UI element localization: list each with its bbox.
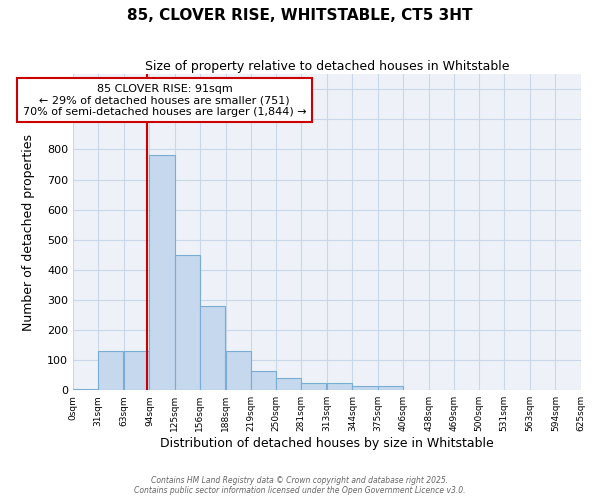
Bar [200, 306, 225, 390]
Bar [352, 386, 377, 390]
Bar [251, 370, 276, 390]
Title: Size of property relative to detached houses in Whitstable: Size of property relative to detached ho… [145, 60, 509, 73]
Text: Contains HM Land Registry data © Crown copyright and database right 2025.
Contai: Contains HM Land Registry data © Crown c… [134, 476, 466, 495]
Bar [327, 382, 352, 390]
Bar [226, 351, 251, 390]
Bar [377, 386, 403, 390]
Text: 85 CLOVER RISE: 91sqm
← 29% of detached houses are smaller (751)
70% of semi-det: 85 CLOVER RISE: 91sqm ← 29% of detached … [23, 84, 306, 117]
Bar [149, 156, 175, 390]
Bar [301, 382, 326, 390]
Bar [98, 351, 124, 390]
Bar [276, 378, 301, 390]
Y-axis label: Number of detached properties: Number of detached properties [22, 134, 35, 330]
Text: 85, CLOVER RISE, WHITSTABLE, CT5 3HT: 85, CLOVER RISE, WHITSTABLE, CT5 3HT [127, 8, 473, 22]
Bar [124, 351, 149, 390]
Bar [175, 255, 200, 390]
Bar [73, 388, 98, 390]
X-axis label: Distribution of detached houses by size in Whitstable: Distribution of detached houses by size … [160, 437, 494, 450]
